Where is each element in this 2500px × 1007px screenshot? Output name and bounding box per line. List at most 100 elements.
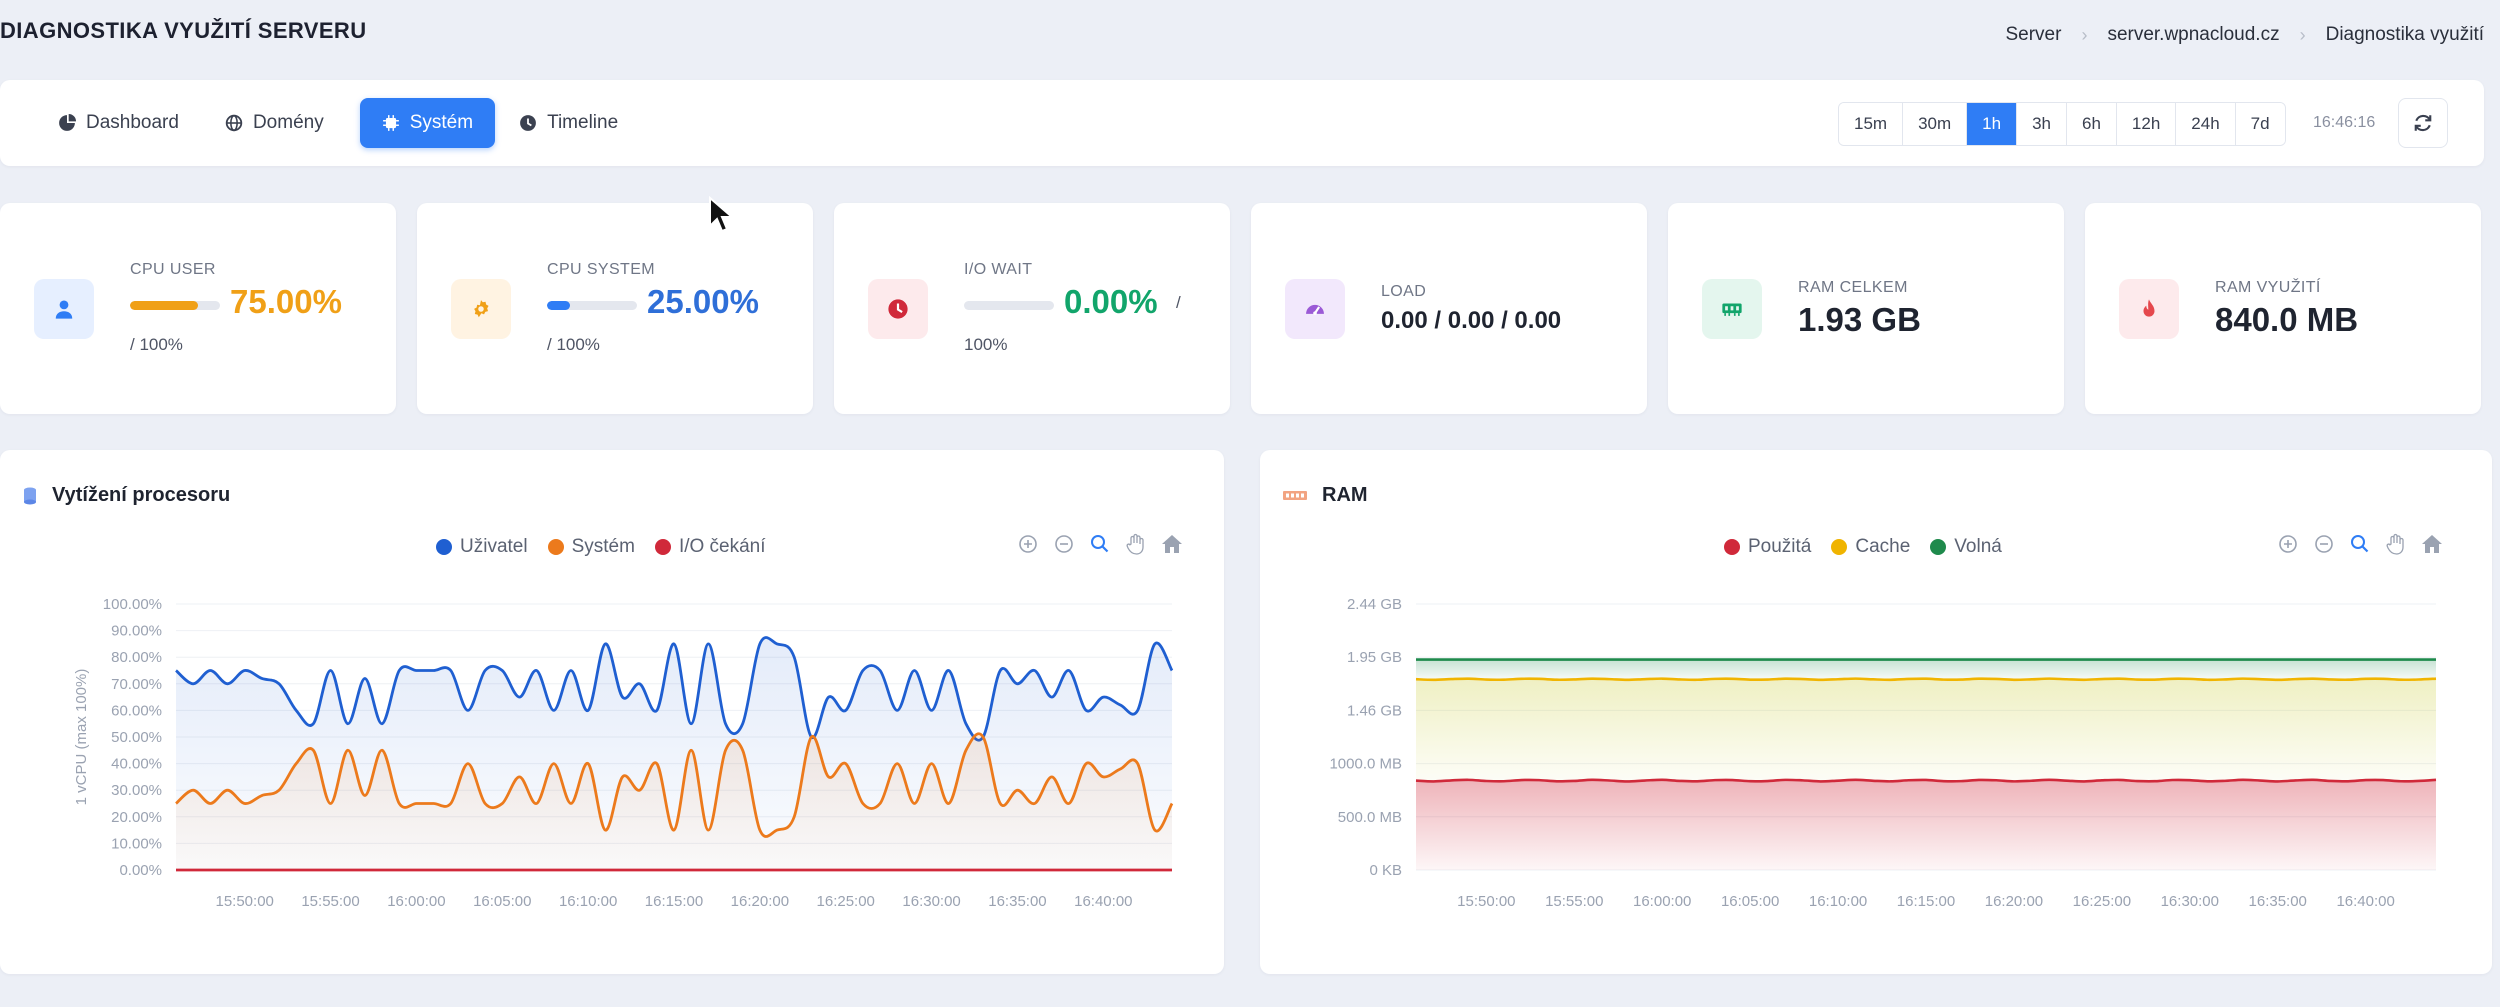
cpu-usage-chart: 0.00% 10.00% 20.00% 30.00% 40.00% 50.00% 60.00…	[73, 596, 1174, 910]
tab-dashboard[interactable]: Dashboard	[48, 98, 201, 148]
page-title: DIAGNOSTIKA VYUŽITÍ SERVERU	[0, 18, 367, 43]
breadcrumb-host[interactable]: server.wpnacloud.cz	[2107, 24, 2280, 45]
refresh-icon	[2414, 114, 2432, 132]
x-tick-label: 16:30:00	[2161, 893, 2219, 910]
legend-item[interactable]: Použitá	[1724, 536, 1811, 558]
y-tick-label: 70.00%	[111, 676, 162, 693]
pie-chart-icon	[59, 114, 76, 131]
chevron-right-icon: ›	[2081, 24, 2088, 45]
tab-timeline[interactable]: Timeline	[509, 98, 640, 148]
pan-hand-icon[interactable]	[2384, 532, 2408, 556]
x-tick-label: 15:55:00	[301, 893, 359, 910]
y-tick-label: 30.00%	[111, 782, 162, 799]
x-tick-label: 16:05:00	[1721, 893, 1779, 910]
stat-value: 75.00%	[230, 283, 342, 320]
x-tick-label: 16:10:00	[1809, 893, 1867, 910]
stat-value: 25.00%	[647, 283, 759, 320]
range-15m[interactable]: 15m	[1839, 103, 1904, 145]
stat-label: LOAD	[1381, 283, 1427, 300]
home-icon[interactable]	[2420, 532, 2444, 556]
series-line	[175, 732, 1174, 838]
zoom-in-icon[interactable]	[2276, 532, 2300, 556]
zoom-out-icon[interactable]	[1052, 532, 1076, 556]
stat-label: CPU USER	[130, 261, 216, 278]
x-tick-label: 16:25:00	[2073, 893, 2131, 910]
range-7d[interactable]: 7d	[2235, 103, 2285, 145]
used-area	[1416, 780, 2436, 870]
zoom-in-icon[interactable]	[1016, 532, 1040, 556]
y-tick-label: 0.00%	[119, 862, 162, 879]
y-tick-label: 1000.0 MB	[1329, 756, 1402, 773]
x-tick-label: 16:35:00	[2249, 893, 2307, 910]
x-tick-label: 15:50:00	[215, 893, 273, 910]
y-tick-label: 2.44 GB	[1347, 596, 1402, 613]
stat-label: RAM CELKEM	[1798, 279, 1908, 296]
stat-card-ram-used: RAM VYUŽITÍ 840.0 MB	[2085, 203, 2481, 414]
y-tick-label: 40.00%	[111, 756, 162, 773]
x-tick-label: 16:30:00	[902, 893, 960, 910]
stat-value: 1.93 GB	[1798, 301, 1921, 338]
pan-hand-icon[interactable]	[1124, 532, 1148, 556]
range-6h[interactable]: 6h	[2067, 103, 2117, 145]
breadcrumb: Server › server.wpnacloud.cz › Diagnosti…	[2005, 24, 2484, 46]
clock-icon	[868, 279, 928, 339]
legend-item[interactable]: I/O čekání	[654, 536, 766, 558]
legend-item[interactable]: Cache	[1831, 536, 1910, 558]
breadcrumb-server[interactable]: Server	[2005, 24, 2062, 45]
time-range-selector: 15m 30m 1h 3h 6h 12h 24h 7d	[1838, 102, 2286, 146]
y-tick-label: 100.00%	[103, 596, 162, 613]
chart-legend: Uživatel Systém I/O čekání	[436, 536, 766, 558]
refresh-button[interactable]	[2398, 98, 2448, 148]
home-icon[interactable]	[1160, 532, 1184, 556]
y-tick-label: 80.00%	[111, 649, 162, 666]
x-tick-label: 16:35:00	[988, 893, 1046, 910]
zoom-out-icon[interactable]	[2312, 532, 2336, 556]
memory-icon	[1702, 279, 1762, 339]
stat-max: 100%	[964, 335, 1008, 354]
stat-separator: /	[1176, 293, 1181, 312]
tab-label: Timeline	[547, 112, 619, 133]
x-tick-label: 16:00:00	[387, 893, 445, 910]
clock-icon	[520, 115, 536, 131]
stat-value: 0.00%	[1064, 283, 1158, 320]
y-tick-label: 10.00%	[111, 835, 162, 852]
stat-value: 840.0 MB	[2215, 301, 2359, 338]
y-tick-label: 1.46 GB	[1347, 702, 1402, 719]
series-line-used	[1415, 778, 2437, 783]
x-tick-label: 16:40:00	[1074, 893, 1132, 910]
progress-bar	[547, 301, 637, 310]
legend-item[interactable]: Systém	[547, 536, 635, 558]
cpu-icon	[382, 115, 399, 131]
tab-domains[interactable]: Domény	[215, 98, 346, 148]
x-tick-label: 16:20:00	[731, 893, 789, 910]
gear-icon	[451, 279, 511, 339]
cpu-panel: Vytížení procesoru Uživatel Systém I/O č…	[0, 450, 1224, 974]
legend-item[interactable]: Volná	[1930, 536, 2002, 558]
magnifier-icon[interactable]	[1088, 532, 1112, 556]
ram-panel: RAM Použitá Cache Volná 0 KB 500.0 MB 1000…	[1260, 450, 2492, 974]
stat-label: CPU SYSTEM	[547, 261, 656, 278]
x-tick-label: 15:50:00	[1457, 893, 1515, 910]
tab-system[interactable]: Systém	[359, 98, 496, 148]
gauge-icon	[1285, 279, 1345, 339]
ram-usage-chart: 0 KB 500.0 MB 1000.0 MB 1.46 GB 1.95 GB 2.44 …	[1329, 596, 2437, 910]
globe-icon	[225, 114, 243, 132]
y-axis-label: 1 vCPU (max 100%)	[73, 669, 90, 806]
chart-toolbar	[1016, 532, 1184, 556]
y-tick-label: 1.95 GB	[1347, 649, 1402, 666]
range-1h[interactable]: 1h	[1967, 103, 2018, 145]
range-3h[interactable]: 3h	[2017, 103, 2067, 145]
progress-bar	[964, 301, 1054, 310]
y-tick-label: 90.00%	[111, 623, 162, 640]
y-tick-label: 20.00%	[111, 809, 162, 826]
cache-area	[1416, 679, 2436, 781]
x-tick-label: 16:15:00	[1897, 893, 1955, 910]
legend-item[interactable]: Uživatel	[436, 536, 528, 558]
magnifier-icon[interactable]	[2348, 532, 2372, 556]
series-area	[176, 733, 1172, 870]
cpu-icon	[24, 487, 36, 504]
y-tick-label: 50.00%	[111, 729, 162, 746]
range-12h[interactable]: 12h	[2116, 103, 2177, 145]
range-30m[interactable]: 30m	[1903, 103, 1968, 145]
range-24h[interactable]: 24h	[2176, 103, 2236, 145]
